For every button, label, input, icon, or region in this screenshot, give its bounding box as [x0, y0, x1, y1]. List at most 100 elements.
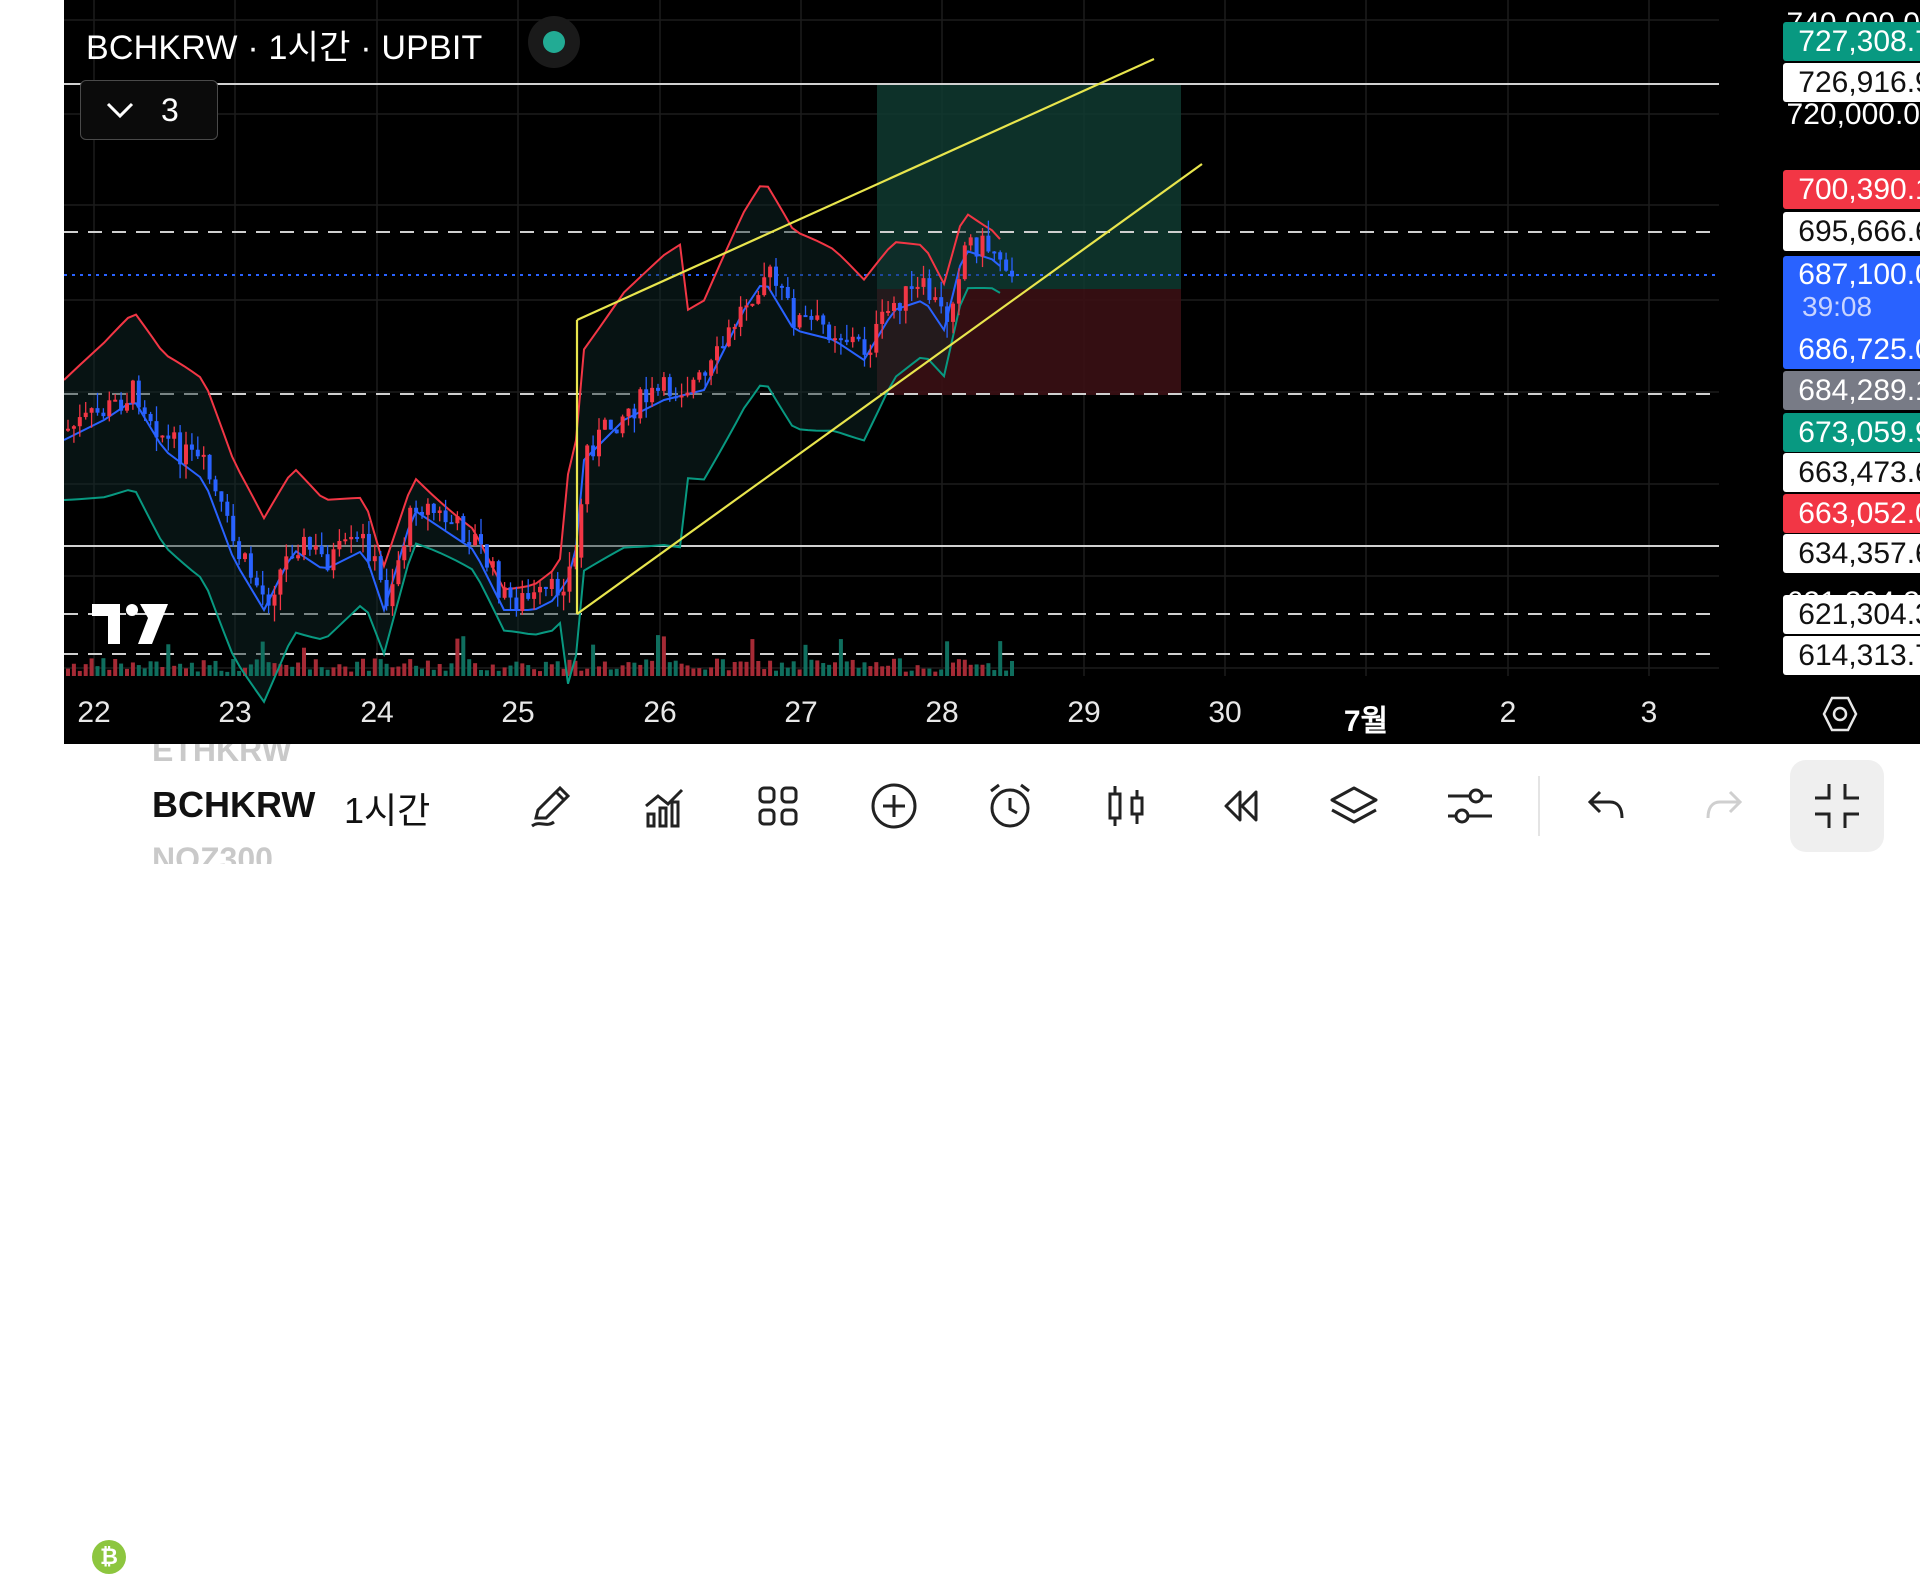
volume-bar [785, 667, 790, 676]
volume-bar [130, 662, 135, 676]
volume-bar [266, 662, 271, 676]
chart-area[interactable]: BCHKRW · 1시간 · UPBIT 3 22 23 24 25 26 27… [64, 0, 1920, 744]
candle-body [508, 587, 513, 598]
candle-body [254, 577, 259, 586]
alarm-icon[interactable] [980, 778, 1040, 834]
settings-sliders-icon[interactable] [1440, 778, 1500, 834]
target-zone[interactable] [877, 84, 1181, 289]
candle-body [325, 554, 330, 571]
candle-body [815, 315, 820, 320]
volume-bar [231, 658, 236, 676]
volume-bar [980, 664, 985, 676]
collapse-icon[interactable] [1790, 760, 1884, 852]
volume-bar [579, 670, 584, 676]
candle-body [166, 435, 171, 439]
volume-bar [154, 661, 159, 676]
price-chart[interactable] [64, 0, 1920, 744]
candle-body [260, 585, 265, 595]
candle-body [827, 324, 832, 341]
time-label: 30 [1208, 696, 1242, 729]
layers-icon[interactable] [1324, 778, 1384, 834]
candle-body [768, 266, 773, 278]
pencil-icon[interactable] [520, 778, 580, 834]
replay-icon[interactable] [1210, 778, 1270, 834]
volume-bar [886, 665, 891, 676]
candle-body [443, 510, 448, 523]
volume-bar [803, 644, 808, 676]
candle-body [833, 338, 837, 341]
candle-body [520, 593, 525, 611]
grid-icon[interactable] [748, 778, 808, 834]
volume-bar [797, 669, 802, 676]
plus-icon[interactable] [864, 778, 924, 834]
horizontal-levels[interactable] [64, 83, 1719, 655]
volume-bar [909, 670, 914, 676]
candle-body [101, 412, 106, 417]
candle-body [602, 419, 607, 430]
time-label: 29 [1067, 696, 1101, 729]
volume-bar [148, 661, 153, 676]
volume-bar [461, 636, 466, 676]
time-label: 22 [77, 696, 111, 729]
candle-body [125, 403, 129, 411]
volume-bar [720, 659, 725, 676]
volume-bar [933, 671, 938, 676]
volume-bar [520, 663, 525, 676]
volume-bar [119, 663, 124, 676]
gear-icon[interactable] [1820, 694, 1860, 734]
volume-bar [420, 668, 424, 676]
price-tick: 720,000.0 [1786, 98, 1920, 131]
time-label: 25 [501, 696, 535, 729]
candle-body [195, 449, 200, 457]
candle-body [331, 549, 336, 571]
candle-body [909, 286, 914, 289]
candle-body [597, 429, 601, 457]
price-tag: 727,308.7 [1783, 22, 1920, 61]
symbol-selector[interactable]: BCHKRW [152, 784, 316, 825]
candle-body [154, 421, 159, 438]
price-tag: 634,357.6 [1783, 534, 1920, 573]
candle-body [638, 389, 643, 419]
candle-body [66, 428, 70, 431]
indicators-collapse-button[interactable]: 3 [80, 80, 218, 140]
previous-symbol[interactable]: ETHKRW [152, 744, 292, 768]
candles-icon[interactable] [1096, 778, 1156, 834]
volume-bar [490, 664, 495, 676]
candle-body [484, 544, 489, 568]
interval-selector[interactable]: 1시간 [344, 790, 431, 831]
next-symbol[interactable]: NOZ300 [152, 841, 273, 864]
trend-channel[interactable] [575, 57, 1203, 615]
candlesticks[interactable] [66, 220, 1014, 622]
candle-body [496, 561, 501, 598]
candle-body [980, 235, 985, 257]
volume-bar [856, 667, 861, 676]
redo-icon[interactable] [1694, 778, 1754, 834]
candle-body [726, 327, 731, 347]
undo-icon[interactable] [1576, 778, 1636, 834]
candle-body [378, 556, 383, 580]
indicators-icon[interactable] [634, 778, 694, 834]
candle-body [278, 569, 283, 595]
candle-body [543, 586, 548, 589]
volume-bar [384, 663, 389, 676]
volume-bar [685, 665, 690, 676]
volume-bar [508, 665, 513, 676]
volume-bar [172, 665, 177, 676]
volume-bar [178, 663, 183, 676]
candle-body [514, 597, 519, 611]
volume-bar [650, 660, 655, 676]
volume-bar [715, 658, 719, 676]
volume-bar [414, 665, 419, 676]
volume-bar [838, 639, 843, 676]
candle-body [1004, 259, 1009, 271]
candle-body [467, 542, 472, 546]
price-tag: 614,313.7 [1783, 636, 1920, 675]
price-tag: 700,390.1 [1783, 170, 1920, 209]
time-label-month: 7월 [1343, 705, 1389, 738]
chevron-down-icon [106, 102, 134, 119]
volume-bar [915, 665, 920, 676]
volume-bar [313, 659, 318, 676]
volume-bar [555, 661, 560, 676]
candle-body [490, 561, 495, 568]
volume-bar [484, 670, 489, 676]
